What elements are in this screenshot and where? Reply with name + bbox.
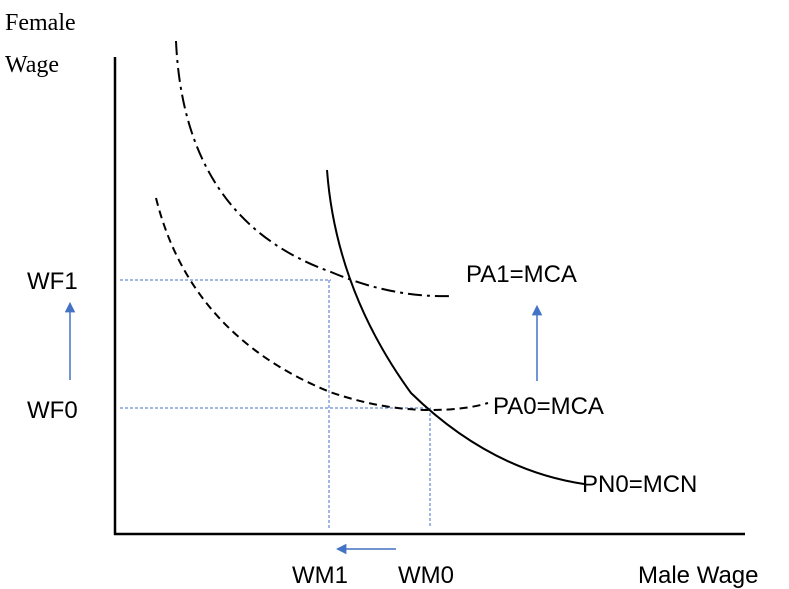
wm1-label: WM1 xyxy=(292,562,348,589)
pa0-isocost-curve xyxy=(155,197,489,412)
pa0-label: PA0=MCA xyxy=(493,393,604,420)
wm0-label: WM0 xyxy=(398,562,454,589)
pa1-isocost-curve xyxy=(175,40,453,298)
y-axis-title-line1: Female xyxy=(5,10,76,36)
x-axis-title: Male Wage xyxy=(638,562,759,589)
wf0-label: WF0 xyxy=(27,397,78,424)
pn0-isocost-curve xyxy=(326,169,585,485)
pn0-label: PN0=MCN xyxy=(582,471,697,498)
wf1-label: WF1 xyxy=(27,268,78,295)
y-axis-title-line2: Wage xyxy=(5,52,59,78)
pa1-label: PA1=MCA xyxy=(466,261,577,288)
